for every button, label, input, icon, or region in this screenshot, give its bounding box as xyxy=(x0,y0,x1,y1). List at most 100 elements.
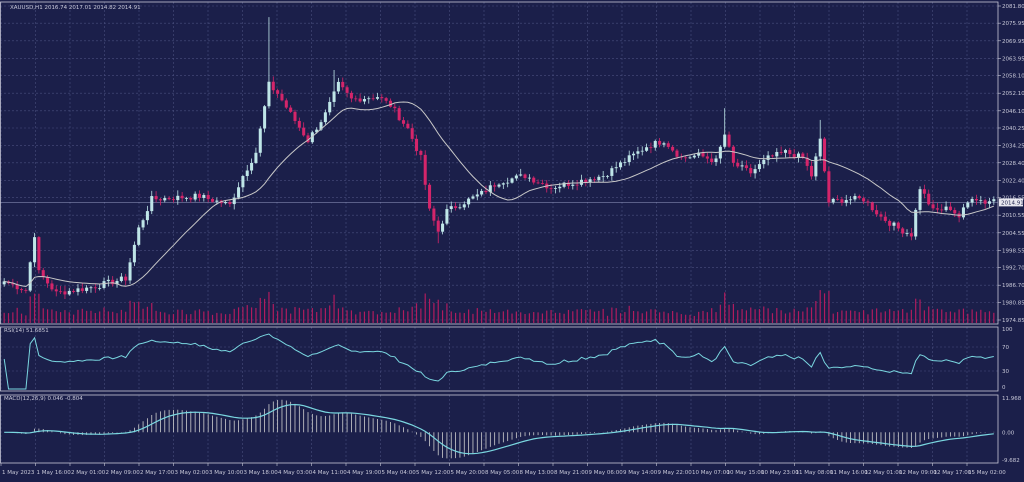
candle-body xyxy=(896,222,900,229)
candle-body xyxy=(779,151,783,153)
candle-body xyxy=(280,93,284,101)
candle-body xyxy=(193,193,197,200)
candle-body xyxy=(523,174,527,178)
candle-body xyxy=(658,140,662,145)
candle-body xyxy=(289,107,293,112)
candle-body xyxy=(749,168,753,174)
candle-body xyxy=(93,287,97,289)
candle-body xyxy=(158,199,162,201)
candle-body xyxy=(111,279,115,285)
candle-body xyxy=(770,155,774,157)
candle-body xyxy=(757,164,761,170)
rsi-panel xyxy=(0,333,998,390)
candle-body xyxy=(974,198,978,201)
candle-body xyxy=(649,147,653,149)
candle-body xyxy=(24,290,28,291)
candle-body xyxy=(870,202,874,211)
candle-body xyxy=(293,111,297,121)
time-tick-label: 3 May 02:00 xyxy=(175,470,210,476)
panel-frame xyxy=(0,394,999,464)
rsi-line xyxy=(3,333,994,390)
candle-body xyxy=(428,184,432,209)
candle-body xyxy=(566,182,570,186)
candle-body xyxy=(766,155,770,160)
candle-body xyxy=(419,150,423,155)
time-tick-label: 1 May 2023 xyxy=(2,470,35,476)
candle-body xyxy=(384,98,388,101)
price-tick-label: 2069.95 xyxy=(1002,39,1024,45)
time-tick-label: 9 May 22:00 xyxy=(658,470,693,476)
time-tick-label: 2 May 01:00 xyxy=(71,470,106,476)
candle-body xyxy=(20,289,24,291)
candle-body xyxy=(171,199,175,201)
candle-body xyxy=(705,156,709,159)
candle-body xyxy=(736,162,740,167)
candle-body xyxy=(987,201,992,204)
candle-body xyxy=(33,237,37,263)
candle-body xyxy=(901,228,905,234)
price-tick-label: 2004.55 xyxy=(1002,231,1024,237)
candle-body xyxy=(783,150,787,153)
candle-body xyxy=(211,198,215,202)
candle-body xyxy=(627,155,631,163)
candle-body xyxy=(775,151,779,157)
candle-body xyxy=(345,87,349,93)
candle-body xyxy=(944,206,948,211)
price-tick-label: 2034.25 xyxy=(1002,144,1024,150)
candle-body xyxy=(467,198,471,205)
candle-body xyxy=(883,216,887,221)
candle-body xyxy=(271,81,275,91)
candle-body xyxy=(519,174,523,176)
candle-body xyxy=(653,140,657,148)
candle-body xyxy=(940,209,944,211)
candle-body xyxy=(675,150,679,157)
candle-body xyxy=(267,81,271,107)
candle-body xyxy=(189,198,193,200)
grid-lines xyxy=(0,2,998,463)
candle-body xyxy=(549,188,553,190)
candle-body xyxy=(50,283,54,290)
candle-body xyxy=(449,206,453,210)
candle-body xyxy=(671,146,675,151)
price-tick-label: 1980.85 xyxy=(1002,300,1024,306)
candle-body xyxy=(197,193,202,198)
rsi-tick-label: 100 xyxy=(1002,327,1013,333)
candle-body xyxy=(119,276,123,282)
candle-body xyxy=(145,211,149,221)
price-tick-label: 1992.70 xyxy=(1002,266,1024,272)
price-tick-label: 2058.10 xyxy=(1002,74,1024,80)
candle-body xyxy=(888,220,892,226)
candle-body xyxy=(931,204,935,209)
candle-body xyxy=(432,208,436,221)
candle-body xyxy=(341,81,345,88)
macd-panel xyxy=(4,399,995,459)
candle-body xyxy=(176,195,180,201)
candle-body xyxy=(927,193,931,205)
candle-body xyxy=(814,156,818,177)
candle-body xyxy=(141,220,145,228)
rsi-tick-label: 0 xyxy=(1002,385,1006,391)
candle-body xyxy=(323,112,327,123)
candle-body xyxy=(67,290,71,295)
candle-body xyxy=(879,214,883,217)
candle-body xyxy=(102,281,106,288)
candle-body xyxy=(72,290,76,292)
candle-body xyxy=(588,179,592,183)
candle-body xyxy=(63,291,67,295)
candle-body xyxy=(592,179,597,181)
candle-body xyxy=(623,162,627,163)
candle-body xyxy=(106,279,110,282)
candle-body xyxy=(558,186,562,189)
candle-body xyxy=(124,276,128,281)
time-tick-label: 2 May 09:00 xyxy=(106,470,141,476)
time-tick-label: 1 May 16:00 xyxy=(37,470,72,476)
time-tick-label: 10 May 07:00 xyxy=(692,470,730,476)
candle-body xyxy=(241,176,245,188)
time-tick-label: 15 May 02:00 xyxy=(968,470,1006,476)
candle-body xyxy=(89,287,93,289)
candle-body xyxy=(80,288,84,291)
candle-body xyxy=(697,152,701,156)
candle-body xyxy=(167,198,171,200)
candle-body xyxy=(328,101,332,113)
